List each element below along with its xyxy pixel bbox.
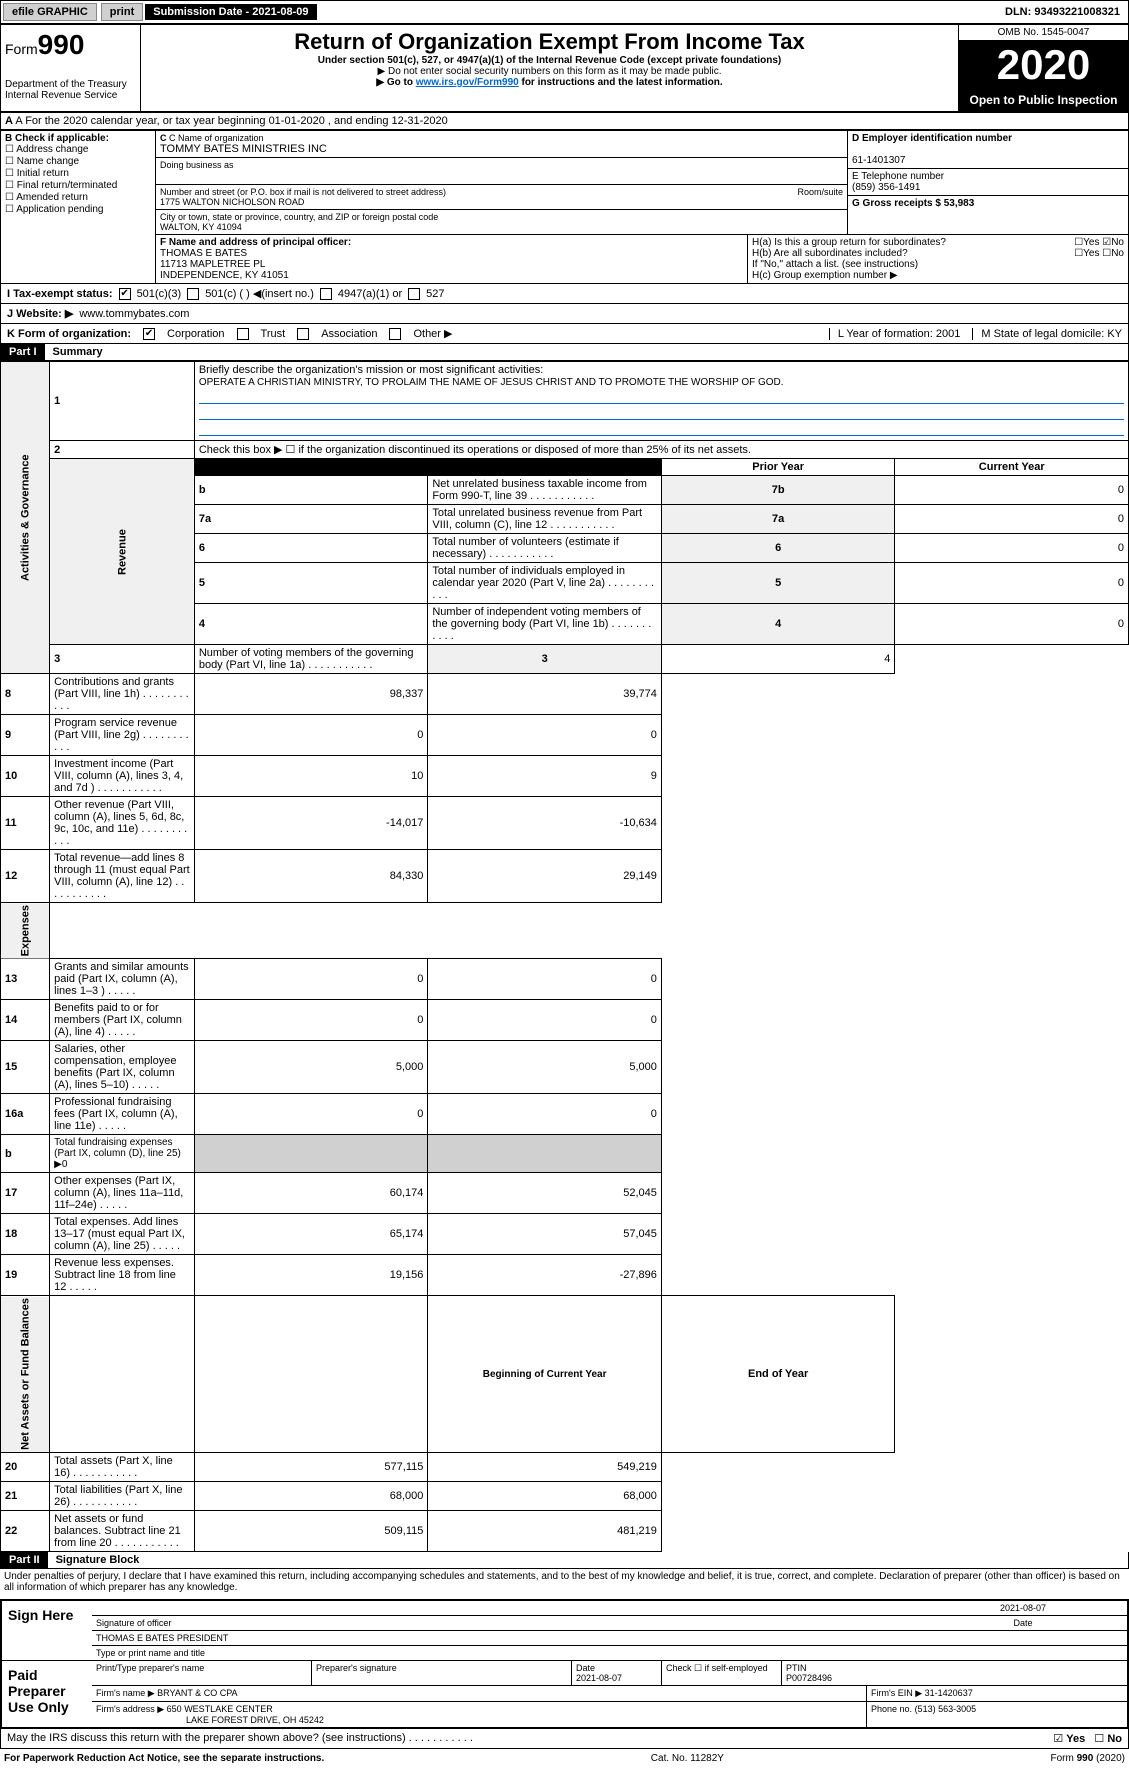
row-a-tax-year: A A For the 2020 calendar year, or tax y… <box>0 112 1129 130</box>
form-header: Form990 Department of the Treasury Inter… <box>0 24 1129 112</box>
dba-block: Doing business as <box>156 158 847 185</box>
address-block: Number and street (or P.O. box if mail i… <box>156 185 847 210</box>
vlabel-expenses: Expenses <box>1 903 50 959</box>
city-block: City or town, state or province, country… <box>156 210 847 234</box>
penalty-statement: Under penalties of perjury, I declare th… <box>0 1569 1129 1595</box>
irs-link[interactable]: www.irs.gov/Form990 <box>416 77 519 88</box>
signature-section: Sign Here 2021-08-07 Signature of office… <box>0 1599 1129 1729</box>
dln-label: DLN: 93493221008321 <box>997 4 1128 20</box>
check-trust[interactable] <box>237 328 249 340</box>
vlabel-net: Net Assets or Fund Balances <box>1 1296 50 1453</box>
ein-block: D Employer identification number 61-1401… <box>848 131 1128 169</box>
open-public-label: Open to Public Inspection <box>959 89 1128 111</box>
box-b: B Check if applicable: ☐ Address change … <box>1 131 156 283</box>
form-number: Form990 <box>5 29 136 61</box>
check-corp[interactable] <box>143 328 155 340</box>
check-501c3[interactable] <box>119 288 131 300</box>
entity-grid: B Check if applicable: ☐ Address change … <box>0 130 1129 284</box>
form-title: Return of Organization Exempt From Incom… <box>145 29 954 55</box>
tax-year: 2020 <box>959 41 1128 89</box>
officer-block: F Name and address of principal officer:… <box>156 235 748 283</box>
check-501c[interactable] <box>187 288 199 300</box>
check-assoc[interactable] <box>297 328 309 340</box>
check-final-return[interactable]: ☐ Final return/terminated <box>5 180 151 191</box>
summary-table: Activities & Governance 1 Briefly descri… <box>0 361 1129 1552</box>
check-address-change[interactable]: ☐ Address change <box>5 144 151 155</box>
top-bar: efile GRAPHIC print Submission Date - 20… <box>0 0 1129 24</box>
check-amended[interactable]: ☐ Amended return <box>5 192 151 203</box>
part1-header: Part I Summary <box>0 344 1129 361</box>
row-i-tax-status: I Tax-exempt status: 501(c)(3) 501(c) ( … <box>0 284 1129 304</box>
check-other[interactable] <box>389 328 401 340</box>
check-name-change[interactable]: ☐ Name change <box>5 156 151 167</box>
state-domicile: M State of legal domicile: KY <box>972 328 1122 340</box>
phone-block: E Telephone number (859) 356-1491 <box>848 169 1128 196</box>
check-527[interactable] <box>408 288 420 300</box>
check-application-pending[interactable]: ☐ Application pending <box>5 204 151 215</box>
omb-number: OMB No. 1545-0047 <box>959 25 1128 41</box>
vlabel-governance: Activities & Governance <box>1 362 50 674</box>
sign-here-label: Sign Here <box>2 1601 92 1660</box>
discuss-row: May the IRS discuss this return with the… <box>0 1729 1129 1749</box>
goto-note: ▶ Go to www.irs.gov/Form990 for instruct… <box>145 77 954 88</box>
group-return-block: H(a) Is this a group return for subordin… <box>748 235 1128 283</box>
vlabel-revenue: Revenue <box>50 459 195 645</box>
print-button[interactable]: print <box>101 3 143 21</box>
row-j-website: J Website: ▶ www.tommybates.com <box>0 304 1129 324</box>
ssn-note: ▶ Do not enter social security numbers o… <box>145 66 954 77</box>
efile-label: efile GRAPHIC <box>3 3 97 21</box>
paid-preparer-label: Paid Preparer Use Only <box>2 1661 92 1727</box>
org-name-block: C C Name of organization TOMMY BATES MIN… <box>156 131 847 158</box>
footer: For Paperwork Reduction Act Notice, see … <box>0 1751 1129 1766</box>
dept-label: Department of the Treasury Internal Reve… <box>5 79 136 101</box>
check-4947[interactable] <box>320 288 332 300</box>
row-k-org-form: K Form of organization: Corporation Trus… <box>0 324 1129 344</box>
part2-header: Part II Signature Block <box>0 1552 1129 1569</box>
submission-date: Submission Date - 2021-08-09 <box>145 4 316 20</box>
form-subtitle: Under section 501(c), 527, or 4947(a)(1)… <box>145 55 954 66</box>
year-formation: L Year of formation: 2001 <box>829 328 961 340</box>
gross-receipts: G Gross receipts $ 53,983 <box>848 196 1128 211</box>
check-initial-return[interactable]: ☐ Initial return <box>5 168 151 179</box>
